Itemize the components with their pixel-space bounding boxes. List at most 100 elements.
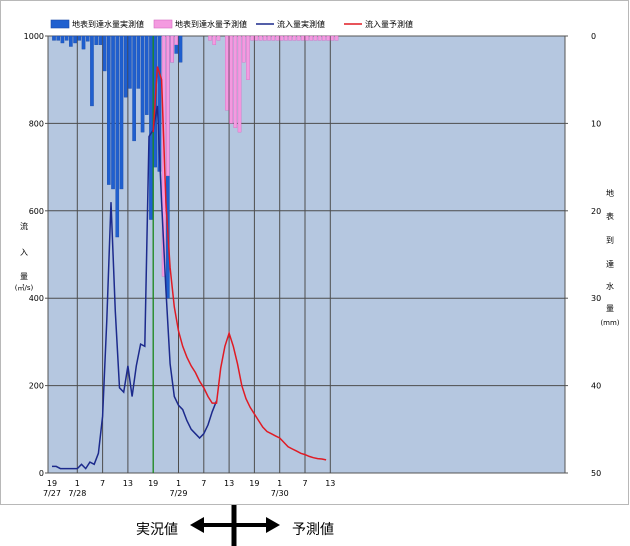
rain-forecast-bar: [330, 35, 335, 41]
rain-observed-bar: [73, 35, 77, 44]
rain-forecast-bar: [216, 35, 221, 41]
legend-swatch: [50, 19, 70, 29]
rain-observed-bar: [77, 35, 82, 41]
rain-observed-bar: [81, 35, 86, 50]
rain-forecast-bar: [313, 35, 318, 41]
x-tick-label: 13: [325, 479, 335, 488]
y-left-tick-label: 800: [29, 119, 44, 128]
x-tick-label: 7: [302, 479, 307, 488]
y-right-axis-title-char: 地: [606, 188, 614, 198]
rain-forecast-bar: [208, 35, 212, 41]
rain-observed-bar: [64, 35, 69, 41]
rain-observed-bar: [85, 35, 90, 42]
y-right-axis-title-char: 水: [606, 281, 614, 291]
rain-forecast-bar: [334, 35, 339, 41]
rain-forecast-bar: [170, 35, 174, 63]
observed-forecast-indicator: 実況値 予測値: [0, 505, 630, 546]
rain-forecast-bar: [250, 35, 254, 41]
rain-observed-bar: [94, 35, 98, 45]
x-tick-label: 19: [148, 479, 158, 488]
y-right-tick-label: 30: [591, 294, 601, 303]
x-tick-label: 13: [224, 479, 234, 488]
rain-observed-bar: [149, 35, 153, 220]
x-date-label: 7/30: [271, 489, 289, 498]
rain-forecast-bar: [263, 35, 267, 41]
rain-forecast-bar: [279, 35, 284, 41]
x-date-label: 7/29: [170, 489, 188, 498]
rain-forecast-bar: [296, 35, 301, 41]
y-right-tick-label: 40: [591, 382, 601, 391]
rain-forecast-bar: [246, 35, 250, 80]
rain-forecast-bar: [284, 35, 288, 41]
rain-observed-bar: [90, 35, 94, 107]
rain-forecast-bar: [233, 35, 238, 128]
rain-forecast-bar: [267, 35, 271, 41]
rain-forecast-bar: [326, 35, 330, 41]
rain-observed-bar: [123, 35, 128, 98]
inflow-observed-line: [52, 105, 218, 470]
inflow-forecast-line: [152, 66, 327, 461]
rain-forecast-bar: [241, 35, 246, 63]
observed-label: 実況値: [136, 522, 178, 538]
inflow-lines: [52, 36, 327, 473]
y-right-axis-title-char: 量: [606, 304, 614, 313]
y-right-axis-title-char: 達: [606, 259, 614, 269]
rain-forecast-bar: [317, 35, 322, 41]
x-tick-label: 13: [123, 479, 133, 488]
y-left-tick-label: 200: [29, 382, 44, 391]
y-left-tick-label: 400: [29, 294, 44, 303]
y-left-tick-label: 0: [39, 469, 44, 478]
y-left-axis-title-char: 量: [20, 272, 28, 281]
rain-observed-bar: [60, 35, 65, 44]
x-tick-label: 1: [176, 479, 181, 488]
rain-observed-bar: [140, 35, 145, 133]
rain-forecast-bar: [225, 35, 229, 111]
rain-forecast-bar: [212, 35, 217, 45]
x-tick-label: 19: [47, 479, 57, 488]
y-right-tick-label: 10: [591, 119, 601, 128]
legend-label: 流入量実測値: [277, 19, 325, 29]
x-date-label: 7/27: [43, 489, 61, 498]
rain-observed-bar: [115, 35, 120, 238]
rain-forecast-bar: [237, 35, 242, 133]
rain-observed-bar: [52, 35, 56, 41]
rain-observed-bar: [69, 35, 73, 47]
legend-label: 流入量予測値: [365, 19, 413, 29]
y-right-axis-title-char: 表: [606, 211, 614, 221]
y-right-axis-title-char: (mm): [600, 319, 619, 327]
y-left-axis-title-char: 入: [20, 248, 28, 257]
rain-forecast-bar: [305, 35, 309, 41]
x-date-label: 7/28: [68, 489, 86, 498]
rain-forecast-bar: [271, 35, 276, 41]
rain-forecast-bar: [254, 35, 259, 41]
rain-observed-bar: [128, 35, 132, 89]
rain-observed-bar: [132, 35, 136, 142]
forecast-label: 予測値: [292, 522, 334, 538]
x-tick-label: 7: [201, 479, 206, 488]
rain-forecast-bar: [322, 35, 326, 41]
x-tick-label: 19: [249, 479, 259, 488]
rain-forecast-bar: [288, 35, 292, 41]
x-tick-label: 1: [75, 479, 80, 488]
rain-observed-bar: [111, 35, 115, 190]
y-left-tick-label: 600: [29, 207, 44, 216]
y-left-axis-title-char: 流: [20, 221, 28, 231]
x-tick-label: 7: [100, 479, 105, 488]
chart-frame: 地表到達水量実測値 地表到達水量予測値 流入量実測値 流入量予測値 0 200 400 60…: [0, 0, 629, 505]
rain-observed-bar: [102, 35, 107, 72]
legend-label: 地表到達水量実測値: [72, 19, 144, 29]
plot-area: [47, 35, 566, 474]
y-left-axis-title-char: (㎥/s): [15, 283, 34, 292]
y-right-tick-label: 0: [591, 32, 596, 41]
right-arrow-icon: [266, 517, 280, 533]
rain-observed-bar: [178, 35, 183, 63]
y-right-axis-title-char: 到: [606, 236, 614, 245]
legend-label: 地表到達水量予測値: [175, 19, 247, 29]
rain-forecast-bar: [174, 35, 179, 45]
rainfall-inflow-chart: 地表到達水量実測値 地表到達水量予測値 流入量実測値 流入量予測値 020040060…: [15, 19, 620, 498]
rain-observed-bar: [157, 35, 162, 172]
rain-forecast-bar: [258, 35, 263, 41]
rain-observed-bar: [56, 35, 61, 41]
rain-forecast-bar: [300, 35, 305, 41]
